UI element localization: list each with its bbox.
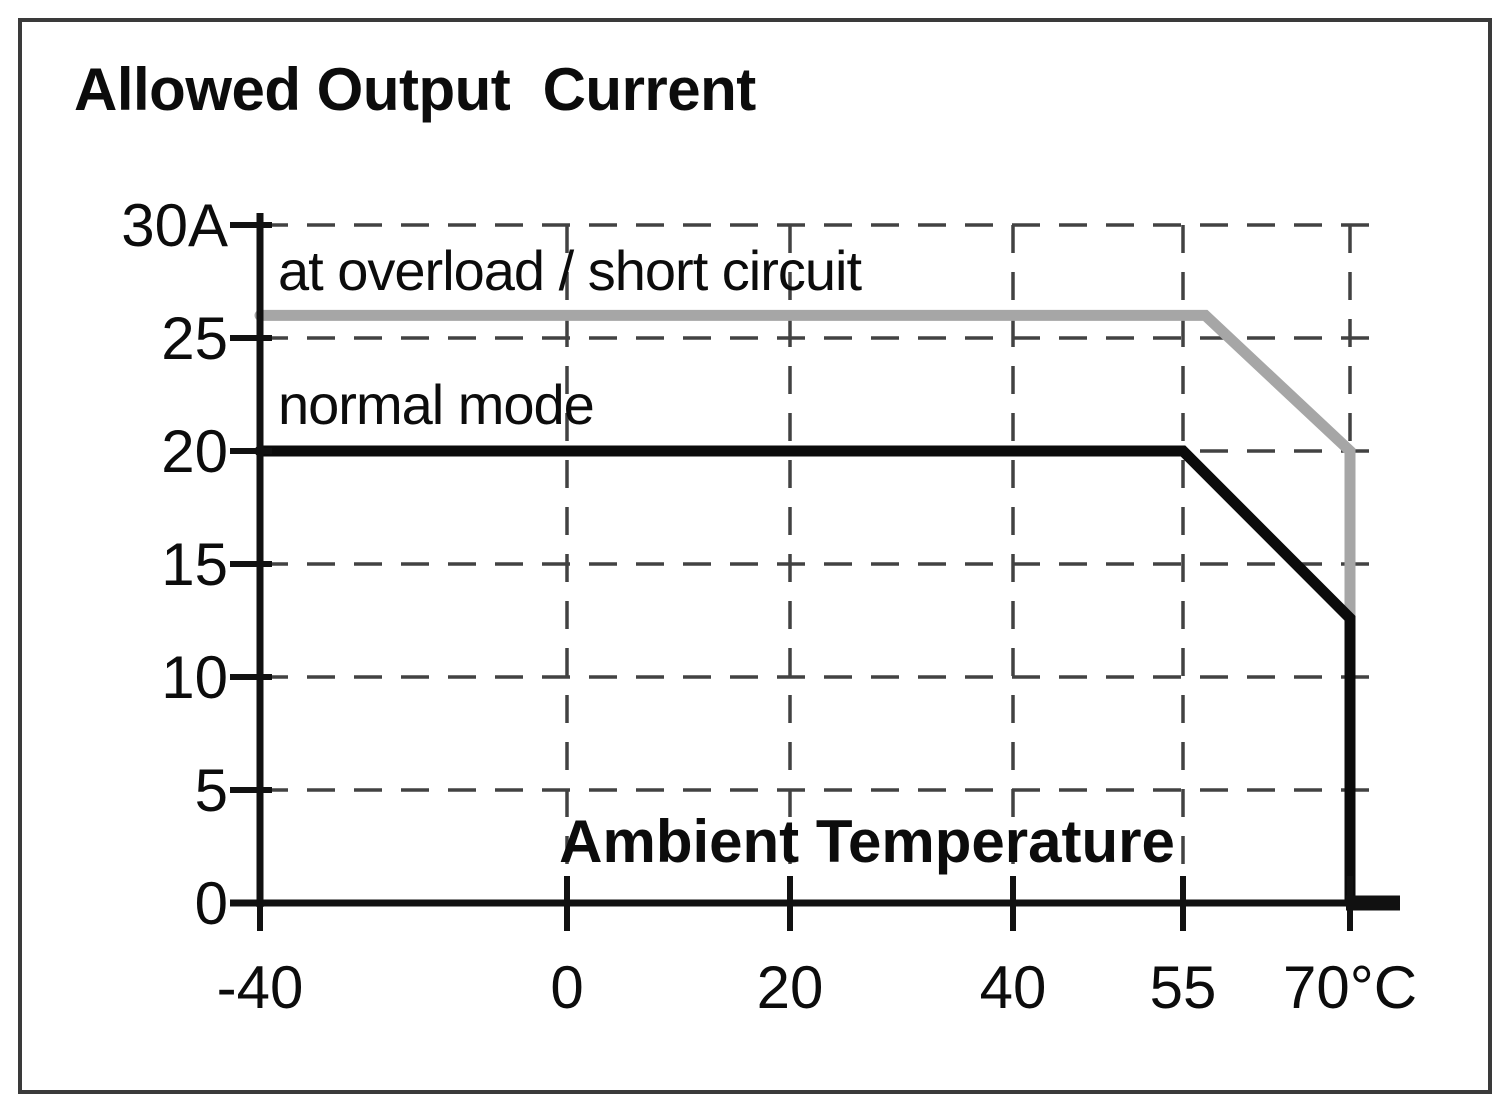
x-tick-label-70: 70°C [1283, 954, 1417, 1021]
x-axis-end-stub [1346, 895, 1400, 911]
y-tick-labels: 0 5 10 15 20 25 30A [121, 192, 228, 937]
x-tick-labels: -40 0 20 40 55 70°C [217, 954, 1417, 1021]
curve-normal-mode [254, 445, 1356, 909]
x-tick-label-20: 20 [757, 954, 824, 1021]
x-tick-label-40: 40 [980, 954, 1047, 1021]
axes [230, 213, 1400, 931]
series-label-overload: at overload / short circuit [278, 239, 862, 302]
y-tick-label-20: 20 [161, 418, 228, 485]
y-tick-label-0: 0 [195, 870, 228, 937]
curve-overload [254, 309, 1356, 624]
y-tick-label-5: 5 [195, 757, 228, 824]
series-label-normal-mode: normal mode [278, 373, 594, 436]
chart-title: Allowed Output Current [74, 56, 756, 123]
series-curves [254, 309, 1356, 909]
y-tick-label-25: 25 [161, 305, 228, 372]
y-tick-label-15: 15 [161, 531, 228, 598]
y-tick-label-30: 30A [121, 192, 228, 259]
figure-border [18, 18, 1492, 1094]
x-tick-label-0: 0 [550, 954, 583, 1021]
x-tick-label--40: -40 [217, 954, 304, 1021]
y-tick-label-10: 10 [161, 644, 228, 711]
x-axis-title: Ambient Temperature [559, 808, 1175, 875]
x-tick-label-55: 55 [1150, 954, 1217, 1021]
gridlines [260, 223, 1372, 903]
